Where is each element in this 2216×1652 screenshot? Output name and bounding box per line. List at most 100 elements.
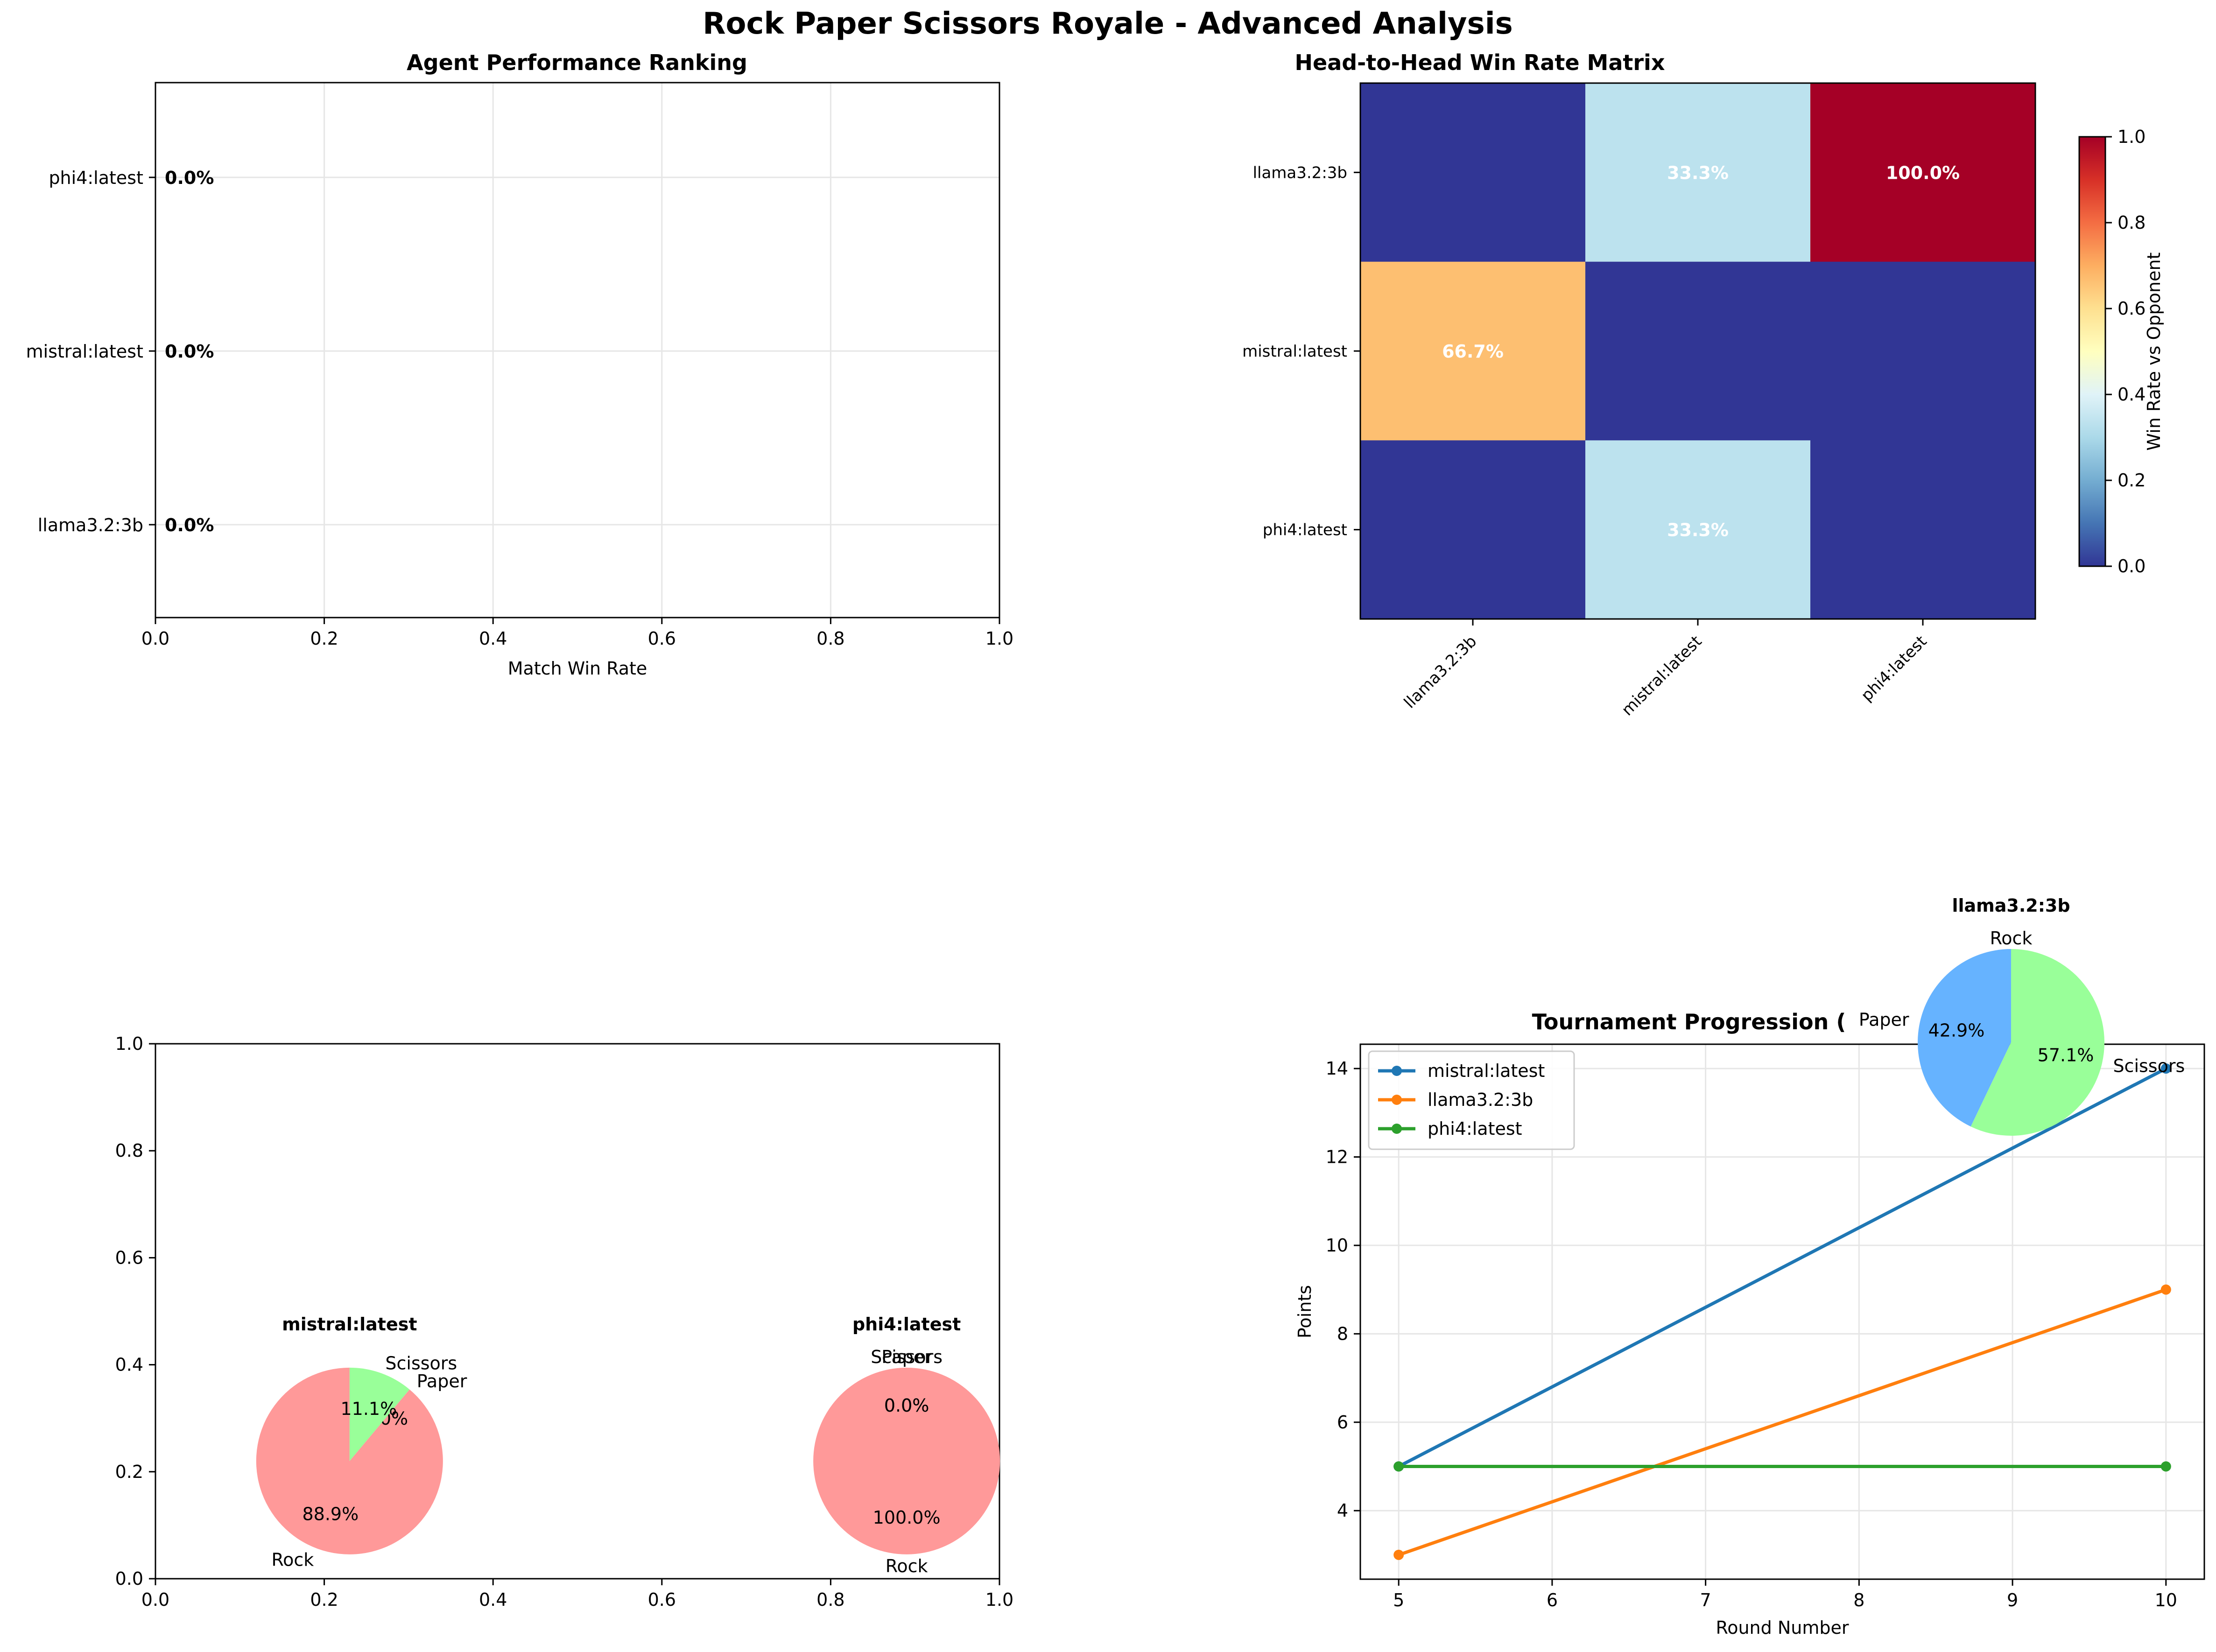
moves-xtick-label: 1.0 — [985, 1589, 1013, 1610]
h2h-col-label: llama3.2:3b — [1400, 632, 1480, 712]
pie-phi4-latest: Rock100.0%Paper0.0%Scissors0.0%phi4:late… — [813, 1314, 1000, 1576]
pie-slice-label: Paper — [881, 1347, 932, 1367]
h2h-row-label: phi4:latest — [1263, 521, 1347, 540]
pie-agent-title: llama3.2:3b — [1952, 895, 2070, 916]
pie-slice-label: Paper — [1859, 1009, 1909, 1030]
ranking-xtick-label: 0.2 — [310, 628, 338, 649]
ranking-category-label: mistral:latest — [26, 341, 143, 362]
h2h-cell-label: 33.3% — [1667, 162, 1729, 183]
h2h-cell — [1810, 261, 2036, 441]
ranking-xtick-label: 1.0 — [985, 628, 1013, 649]
h2h-panel: Head-to-Head Win Rate Matrix 33.3% 100.0%… — [1242, 50, 2164, 719]
h2h-cell — [1585, 261, 1811, 441]
pie-slice-label: Scissors — [2113, 1056, 2185, 1076]
progression-ytick-label: 8 — [1337, 1323, 1348, 1344]
progression-lines — [1393, 1063, 2171, 1560]
h2h-cell — [1810, 440, 2036, 619]
moves-axes: 0.0 0.2 0.4 0.6 0.8 1.0 0.0 0.2 0.4 0.6 0.8 1.0 — [115, 1033, 1014, 1610]
ranking-title: Agent Performance Ranking — [407, 50, 747, 75]
progression-point — [2160, 1284, 2171, 1295]
moves-xtick-label: 0.8 — [816, 1589, 844, 1610]
overlay-pie-llama: Rock0.0%Paper42.9%Scissors57.1%llama3.2:… — [1859, 895, 2185, 1136]
moves-plot-frame — [155, 1043, 1000, 1580]
moves-xtick-label: 0.0 — [141, 1589, 169, 1610]
h2h-cell-label: 66.7% — [1442, 341, 1504, 362]
progression-xtick-label: 10 — [2155, 1590, 2177, 1610]
colorbar-tick-label: 0.8 — [2118, 212, 2146, 233]
progression-series-line — [1398, 1067, 2167, 1468]
pie-pct-label: 100.0% — [873, 1507, 941, 1528]
colorbar-tick-label: 0.6 — [2118, 298, 2146, 319]
progression-series-line — [1398, 1288, 2167, 1557]
progression-ytick-label: 4 — [1337, 1500, 1348, 1521]
legend-marker — [1392, 1066, 1402, 1076]
progression-xtick-label: 7 — [1700, 1590, 1711, 1610]
pie-mistral-latest: Rock88.9%Paper0.0%Scissors11.1%mistral:l… — [256, 1314, 467, 1570]
pie-agent-title: phi4:latest — [852, 1314, 961, 1335]
colorbar-tick-label: 0.4 — [2118, 384, 2146, 405]
progression-title: Tournament Progression ( — [1532, 1009, 1846, 1034]
colorbar-tick-label: 1.0 — [2118, 127, 2146, 147]
ranking-grid — [155, 83, 1000, 618]
ranking-category-label: llama3.2:3b — [38, 515, 143, 535]
h2h-col-label: phi4:latest — [1857, 632, 1930, 705]
moves-pies: Rock 88.9% Paper 0.0% Scissors 11.1% mistral:l… — [256, 1314, 1000, 1576]
progression-ylabel: Points — [1294, 1285, 1315, 1338]
ranking-category-label: phi4:latest — [49, 168, 143, 188]
h2h-cell-label: 100.0% — [1886, 162, 1960, 183]
progression-ytick-label: 10 — [1326, 1235, 1348, 1256]
pie-slice — [1970, 949, 2105, 1136]
pie-slice — [813, 1367, 1000, 1554]
h2h-cells: 33.3% 100.0% 66.7% 33.3% — [1360, 83, 2036, 619]
colorbar — [2078, 136, 2106, 567]
pie-slice-label: Rock — [886, 1556, 928, 1576]
moves-ytick-label: 0.4 — [115, 1355, 143, 1375]
pie-slice-label: Rock — [271, 1549, 314, 1570]
pie-slice — [349, 1367, 410, 1461]
pie-pct-label: 42.9% — [1928, 1020, 1985, 1040]
progression-point — [2160, 1063, 2171, 1074]
progression-panel: Tournament Progression ( 5 6 7 8 9 10 4 6 8 10 12 1… — [1294, 1009, 2205, 1638]
h2h-row-label: llama3.2:3b — [1253, 163, 1347, 182]
progression-ytick-label: 12 — [1326, 1147, 1348, 1167]
progression-point — [1393, 1549, 1404, 1560]
pie-pct-label: 11.1% — [340, 1399, 397, 1419]
ranking-value-label: 0.0% — [165, 341, 214, 362]
progression-point — [2160, 1461, 2171, 1472]
colorbar-label: Win Rate vs Opponent — [2144, 253, 2164, 451]
progression-ytick-label: 14 — [1326, 1058, 1348, 1079]
ranking-xtick-label: 0.6 — [648, 628, 676, 649]
moves-xtick-label: 0.2 — [310, 1589, 338, 1610]
moves-ytick-label: 0.8 — [115, 1140, 143, 1161]
legend-marker — [1392, 1124, 1402, 1134]
h2h-title: Head-to-Head Win Rate Matrix — [1295, 50, 1665, 75]
ranking-plot-frame — [155, 82, 1000, 619]
ranking-value-label: 0.0% — [165, 168, 214, 188]
legend-entry: llama3.2:3b — [1428, 1090, 1533, 1110]
h2h-row-label: mistral:latest — [1242, 342, 1347, 361]
legend-marker — [1392, 1095, 1402, 1105]
pie-pct-label: 88.9% — [302, 1504, 359, 1525]
ranking-value-label: 0.0% — [165, 515, 214, 535]
legend-entry: phi4:latest — [1428, 1118, 1522, 1139]
pie-pct-label: 0.0% — [884, 1395, 929, 1416]
ranking-axes: 0.0 0.2 0.4 0.6 0.8 1.0 phi4:latest 0.0% mistral… — [26, 168, 1014, 649]
colorbar-tick-label: 0.2 — [2118, 470, 2146, 491]
pie-slice-label: Paper — [417, 1371, 467, 1392]
progression-xlabel: Round Number — [1716, 1617, 1849, 1638]
moves-panel: 0.0 0.2 0.4 0.6 0.8 1.0 0.0 0.2 0.4 0.6 0.8 1.0 Roc… — [115, 1033, 1014, 1610]
ranking-xtick-label: 0.4 — [479, 628, 507, 649]
ranking-panel: Agent Performance Ranking 0.0 0.2 0.4 0.6 0.… — [26, 50, 1014, 679]
pie-slice — [256, 1367, 443, 1554]
colorbar-tick-label: 0.0 — [2118, 556, 2146, 576]
pie-slice-label: Scissors — [871, 1347, 943, 1367]
h2h-cell — [1585, 83, 1811, 262]
legend-entry: mistral:latest — [1428, 1061, 1545, 1081]
h2h-cell — [1585, 440, 1811, 619]
pie-pct-label: 57.1% — [2038, 1045, 2094, 1066]
h2h-cell — [1360, 261, 1586, 441]
pie-slice-label: Rock — [1990, 928, 2033, 949]
colorbar-ticks: 0.0 0.2 0.4 0.6 0.8 1.0 — [2105, 127, 2146, 576]
moves-ytick-label: 0.6 — [115, 1247, 143, 1268]
pie-agent-title: mistral:latest — [282, 1314, 417, 1335]
